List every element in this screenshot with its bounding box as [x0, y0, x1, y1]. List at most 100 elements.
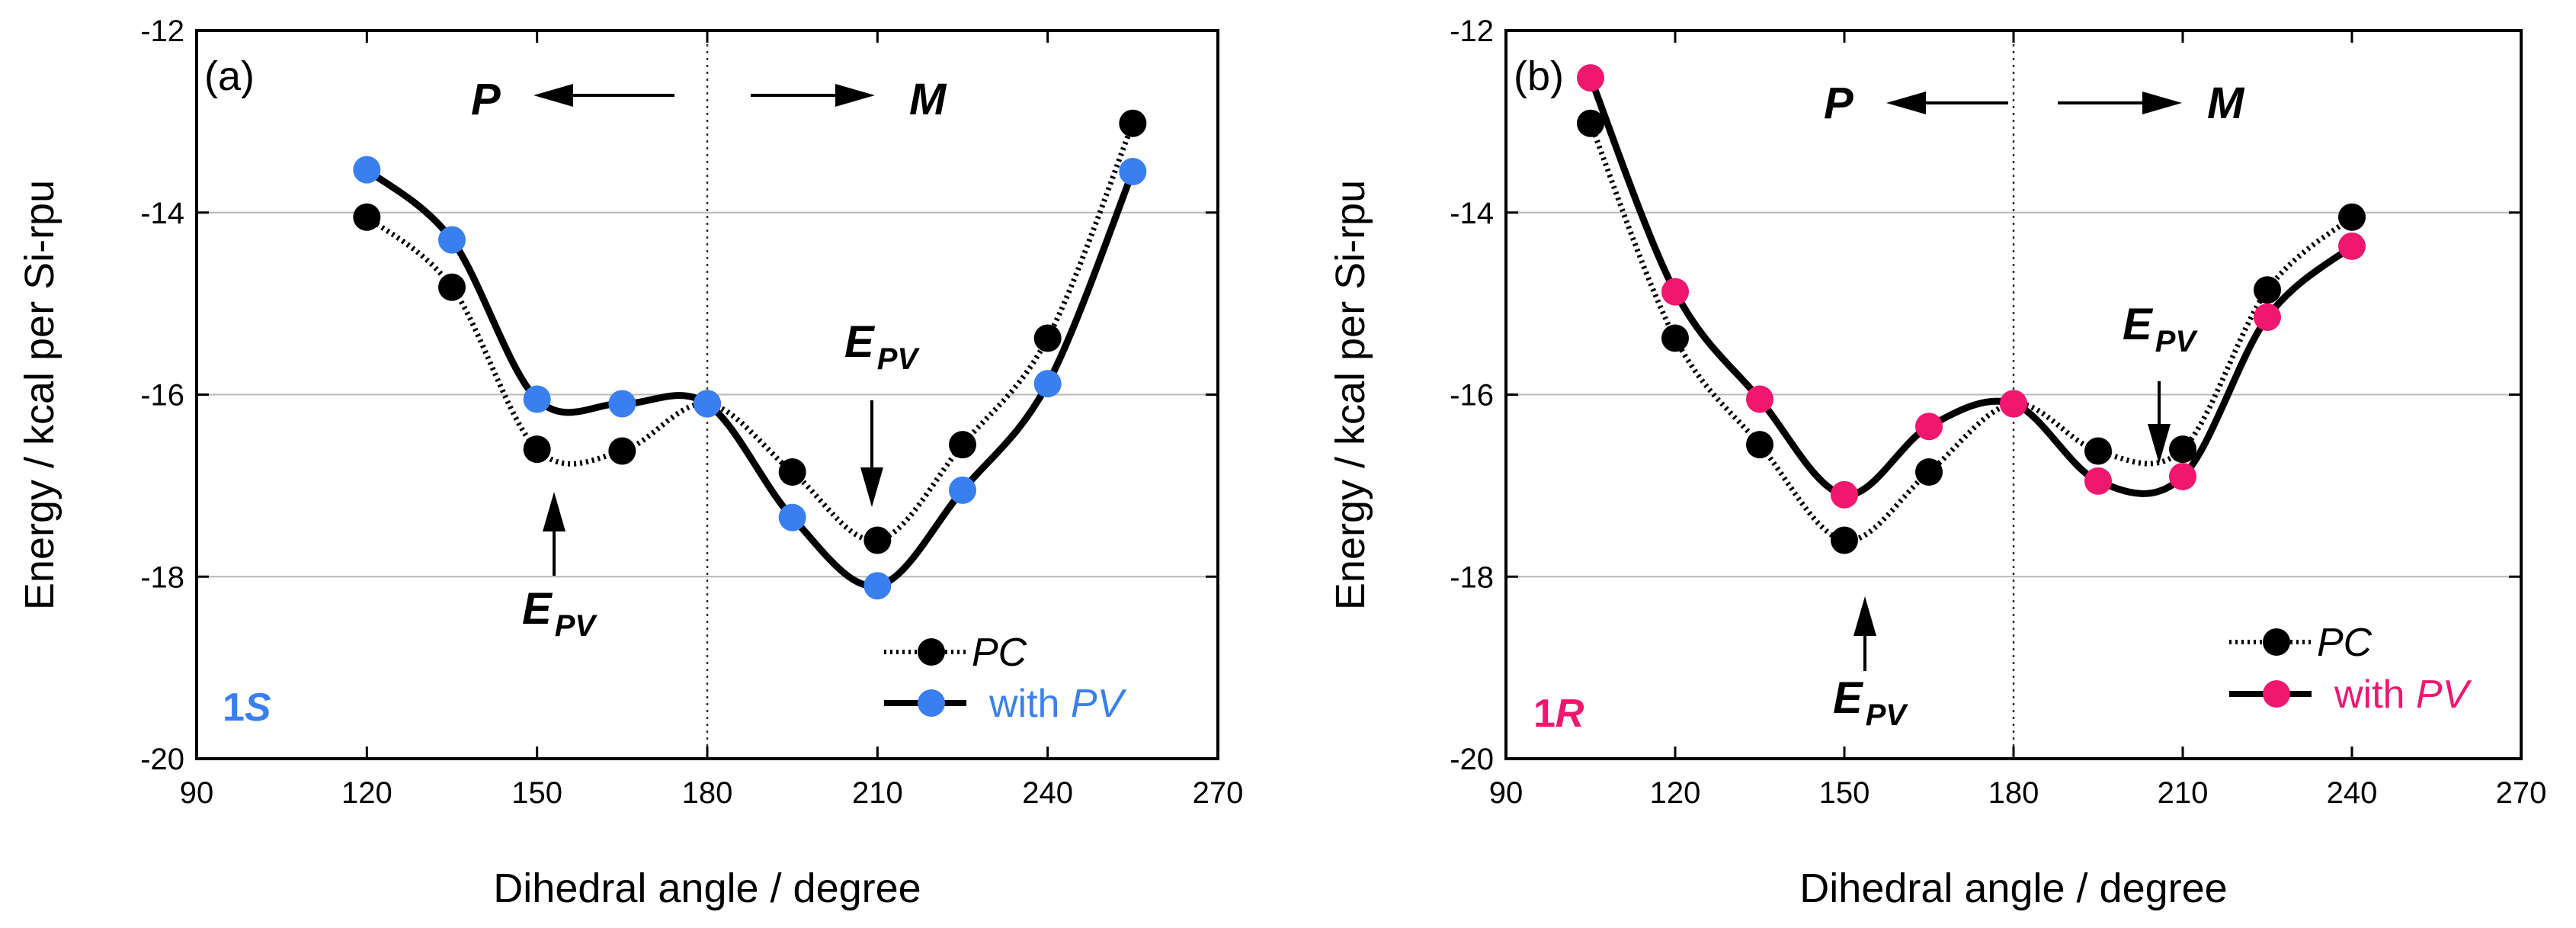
panel-a-epv-arrowhead-left — [543, 492, 566, 531]
panel-b-epv-arrowhead-left — [1854, 596, 1876, 636]
panel-b-legend-pc-label: PC — [2317, 621, 2373, 665]
panel-a-ytick-label: -16 — [140, 379, 184, 413]
panel-a-label: (a) — [204, 53, 255, 99]
panel-a-pv-point — [523, 385, 551, 413]
panel-b-series-with-pv — [1577, 64, 2366, 509]
panel-a-xtick-label: 240 — [1022, 776, 1073, 810]
panel-b-pv-point — [2169, 462, 2196, 490]
panel-b-ticks: 90 120 150 180 210 240 270 -20 -18 -16 -14 -12 — [1450, 14, 2546, 810]
panel-a-epv-label-right: E PV — [844, 317, 920, 376]
panel-a-ylabel: Energy / kcal per Si-rpu — [17, 180, 62, 610]
panel-b-pc-point — [2254, 276, 2281, 304]
panel-a-xlabel: Dihedral angle / degree — [493, 865, 921, 911]
panel-a-epv-main-left: E — [522, 584, 553, 634]
panel-a-epv-sub-right: PV — [877, 342, 921, 376]
panel-b-legend: PC with PV — [2229, 621, 2472, 717]
panel-a-series-with-pv — [353, 156, 1147, 600]
panel-a-pv-point — [863, 572, 892, 600]
panel-a-legend-pv-prefix: with — [988, 682, 1071, 726]
panel-a-pc-point — [608, 437, 636, 465]
panel-b-pv-line — [1587, 76, 2354, 499]
panel-a-sample-num: 1 — [223, 686, 245, 730]
panel-b-legend-pv-prefix: with — [2334, 673, 2416, 717]
panel-a-ytick-label: -12 — [140, 14, 184, 48]
panel-a-xtick-label: 180 — [682, 776, 733, 810]
panel-b-p-label: P — [1824, 79, 1854, 128]
panel-b-pc-point — [1577, 109, 1604, 137]
panel-b-legend-pv-marker — [2263, 680, 2290, 708]
panel-b-ytick-label: -20 — [1450, 743, 1494, 776]
panel-b-pc-point — [2338, 203, 2366, 231]
panel-b-pv-point — [1831, 480, 1858, 509]
panel-b-epv-main-right: E — [2123, 300, 2154, 349]
panel-b-label: (b) — [1514, 53, 1564, 99]
panel-a-pv-point — [694, 390, 721, 418]
panel-a-ytick-label: -20 — [140, 743, 184, 776]
panel-a-pc-point — [949, 431, 976, 459]
panel-b-series-pc — [1577, 109, 2366, 554]
panel-b-pv-point — [1746, 385, 1773, 413]
panel-b-epv-sub-left: PV — [1866, 698, 1909, 732]
panel-b-pv-point — [1577, 64, 1604, 92]
panel-b-legend-pv-ital: PV — [2416, 673, 2472, 717]
panel-b-pv-point — [1661, 278, 1689, 306]
panel-a-epv-label-left: E PV — [522, 584, 598, 643]
panel-a-pv-point — [1033, 370, 1062, 398]
panel-b-ylabel: Energy / kcal per Si-rpu — [1328, 180, 1373, 610]
panel-b-ytick-label: -12 — [1450, 14, 1494, 48]
panel-a-xtick-label: 270 — [1193, 776, 1244, 810]
panel-a-ytick-label: -14 — [140, 197, 184, 230]
panel-b-pc-point — [2169, 435, 2196, 464]
panel-b-xtick-label: 240 — [2327, 776, 2378, 810]
panel-b: 90 120 150 180 210 240 270-20-18-16-14-12 (b) … — [1328, 14, 2546, 911]
panel-a-legend: PC with PV — [884, 631, 1127, 726]
panel-a-pv-point — [1119, 158, 1147, 186]
panel-b-legend-pc-marker — [2263, 628, 2290, 656]
panel-b-sample-label: 1R — [1533, 692, 1584, 736]
panel-a-ytick-label: -18 — [140, 560, 184, 594]
panel-a-xtick-label: 90 — [180, 776, 214, 810]
panel-b-xtick-label: 120 — [1650, 776, 1701, 810]
panel-a-ticks: 90 120 150 180 210 240 270 -20 -18 -16 -14 -12 — [140, 14, 1243, 810]
panel-a-legend-pc-label: PC — [972, 631, 1027, 675]
panel-b-ytick-label: -14 — [1450, 197, 1494, 230]
panel-b-pc-point — [2084, 437, 2112, 465]
panel-a-pc-point — [353, 203, 381, 231]
panel-b-pv-point — [2338, 232, 2366, 260]
panel-b-arrowhead-left — [1886, 92, 1926, 114]
panel-b-arrowhead-right — [2142, 92, 2182, 114]
panel-b-pc-line — [1588, 122, 2354, 544]
panel-b-pv-point — [2084, 467, 2112, 495]
panel-a-legend-pv-label: with PV — [988, 682, 1127, 726]
panel-a-m-label: M — [909, 75, 947, 124]
panel-a-epv-sub-left: PV — [555, 609, 598, 643]
panel-b-xlabel: Dihedral angle / degree — [1799, 865, 2227, 911]
panel-b-pc-point — [1746, 431, 1773, 459]
panel-b-xtick-label: 210 — [2158, 776, 2209, 810]
panel-a-pv-point — [949, 476, 976, 504]
panel-a-xtick-label: 150 — [511, 776, 562, 810]
panel-a-pc-point — [438, 273, 466, 301]
panel-b-legend-pv-label: with PV — [2334, 673, 2472, 717]
panel-a-p-label: P — [471, 75, 501, 124]
panel-a-pc-point — [523, 435, 551, 464]
panel-b-xtick-label: 270 — [2496, 776, 2547, 810]
panel-b-sample-num: 1 — [1533, 692, 1556, 736]
panel-a-pc-point — [1033, 324, 1062, 352]
panel-a-sample-ital: S — [245, 686, 271, 730]
panel-b-epv-label-right: E PV — [2123, 300, 2198, 358]
panel-a: 90 120 150 180 210 240 270-20-18-16-14-12 (a) … — [17, 14, 1243, 911]
panel-b-xtick-label: 180 — [1988, 776, 2039, 810]
panel-b-pc-point — [1831, 526, 1858, 554]
panel-a-epv-arrowhead-right — [860, 467, 883, 507]
panel-a-xtick-label: 210 — [852, 776, 903, 810]
panel-b-m-label: M — [2207, 79, 2245, 128]
panel-b-xtick-label: 150 — [1819, 776, 1870, 810]
panel-b-pv-point — [1915, 413, 1943, 441]
panel-b-epv-main-left: E — [1833, 673, 1864, 723]
panel-b-epv-sub-right: PV — [2155, 325, 2199, 358]
panel-a-legend-pc-marker — [918, 638, 945, 666]
panel-a-epv-main-right: E — [844, 317, 876, 367]
panel-b-pv-point — [2000, 390, 2027, 418]
